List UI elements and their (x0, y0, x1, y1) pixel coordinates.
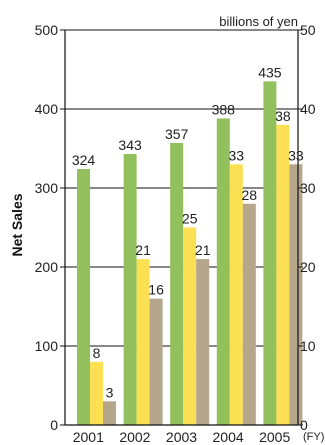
data-label: 388 (212, 101, 236, 117)
y2-tick-label: 50 (300, 22, 316, 38)
bar (242, 203, 256, 425)
bar (136, 259, 150, 425)
data-label: 21 (135, 242, 151, 258)
data-label: 38 (275, 108, 291, 124)
bar (103, 401, 116, 425)
bar (289, 164, 303, 426)
bar (77, 169, 90, 425)
fiscal-year-suffix: (FY) (303, 431, 324, 443)
bar (276, 124, 290, 426)
y2-tick-label: 20 (300, 259, 316, 275)
data-labels: 324 8 3 343 21 16 357 25 21 388 33 28 435 38 33 (72, 64, 304, 400)
data-label: 33 (288, 147, 304, 163)
data-label: 435 (258, 64, 282, 80)
y2-tick-label: 0 (300, 417, 308, 433)
bar (229, 164, 243, 426)
y-tick-label: 300 (35, 180, 59, 196)
x-tick-label: 2002 (119, 429, 150, 445)
bar (263, 81, 277, 425)
x-tick-label: 2001 (73, 429, 104, 445)
data-label: 343 (118, 137, 142, 153)
y-tick-label: 200 (35, 259, 59, 275)
bar (170, 142, 184, 425)
y-tick-label: 100 (35, 338, 59, 354)
data-label: 25 (182, 211, 198, 227)
tick-labels: 2001 2002 2003 2004 200501002003004005000102… (35, 22, 316, 445)
axes (60, 29, 303, 426)
bar (123, 154, 137, 425)
x-tick-label: 2004 (213, 429, 244, 445)
bar (216, 118, 230, 425)
data-label: 33 (229, 147, 245, 163)
data-label: 3 (106, 384, 114, 400)
y2-tick-label: 30 (300, 180, 316, 196)
data-label: 357 (165, 126, 189, 142)
data-label: 8 (93, 345, 101, 361)
x-tick-label: 2003 (166, 429, 197, 445)
y-axis-label: Net Sales (9, 193, 25, 256)
data-label: 16 (148, 282, 164, 298)
y-tick-label: 500 (35, 22, 59, 38)
data-label: 28 (242, 187, 258, 203)
unit-label: billions of yen (219, 14, 298, 29)
y2-tick-label: 40 (300, 101, 316, 117)
x-tick-label: 2005 (259, 429, 290, 445)
data-label: 21 (195, 242, 211, 258)
bars (77, 81, 303, 426)
bar (90, 361, 103, 425)
bar (149, 298, 163, 425)
y-tick-label: 400 (35, 101, 59, 117)
bar (183, 227, 197, 425)
data-label: 324 (72, 152, 96, 168)
y-tick-label: 0 (50, 417, 58, 433)
y2-tick-label: 10 (300, 338, 316, 354)
bar (196, 259, 210, 425)
